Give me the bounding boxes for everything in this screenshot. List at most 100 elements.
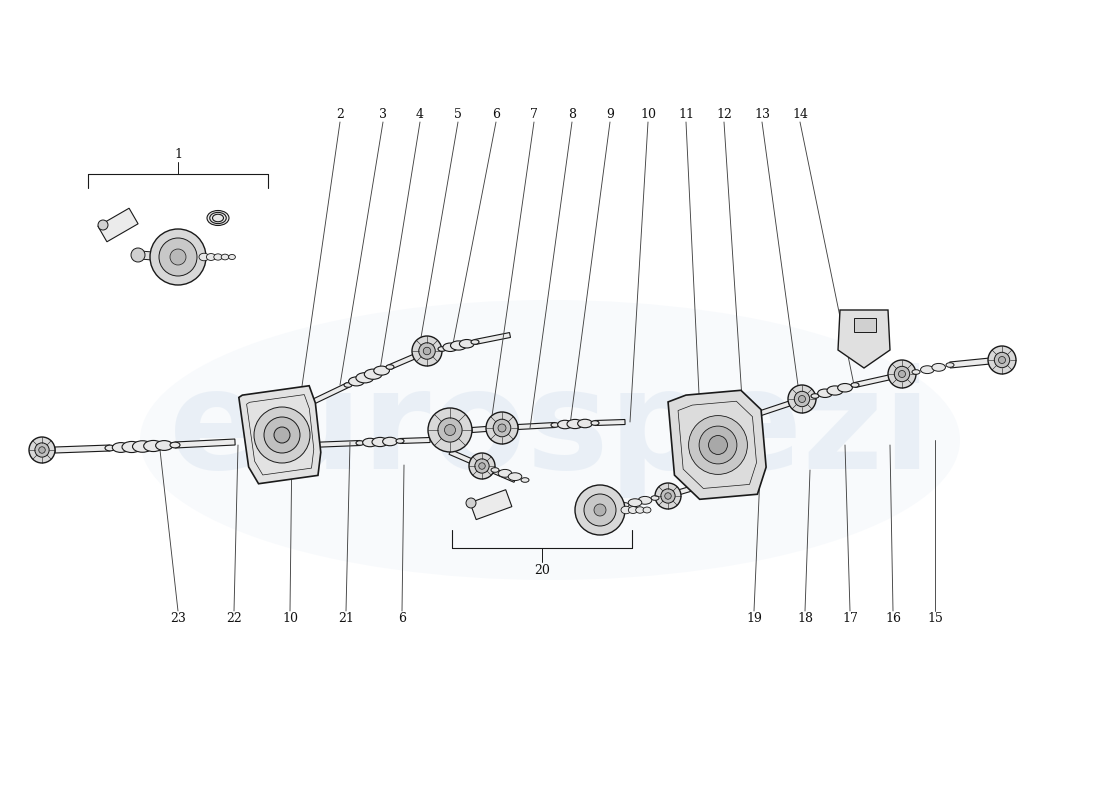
Bar xyxy=(98,208,139,242)
Ellipse shape xyxy=(551,422,559,427)
Text: 22: 22 xyxy=(227,611,242,625)
Ellipse shape xyxy=(837,383,852,392)
Ellipse shape xyxy=(491,468,499,472)
Circle shape xyxy=(264,417,300,453)
Ellipse shape xyxy=(199,254,209,261)
Ellipse shape xyxy=(443,343,458,351)
Ellipse shape xyxy=(851,382,859,387)
Ellipse shape xyxy=(104,445,116,451)
Circle shape xyxy=(29,437,55,463)
Circle shape xyxy=(999,357,1005,363)
Circle shape xyxy=(575,485,625,535)
Polygon shape xyxy=(239,386,321,484)
Polygon shape xyxy=(400,438,430,443)
Ellipse shape xyxy=(628,498,641,506)
Ellipse shape xyxy=(363,438,377,446)
Ellipse shape xyxy=(566,419,583,429)
Polygon shape xyxy=(449,450,481,467)
Ellipse shape xyxy=(827,386,843,395)
Circle shape xyxy=(274,427,290,443)
Ellipse shape xyxy=(207,210,229,226)
Circle shape xyxy=(131,248,145,262)
Circle shape xyxy=(794,391,810,406)
Ellipse shape xyxy=(451,341,466,350)
Text: eurospezi: eurospezi xyxy=(169,362,931,498)
Polygon shape xyxy=(755,398,801,418)
Circle shape xyxy=(493,419,510,437)
Polygon shape xyxy=(669,478,720,498)
Circle shape xyxy=(98,220,108,230)
Polygon shape xyxy=(595,419,625,426)
Ellipse shape xyxy=(344,382,352,387)
Text: 23: 23 xyxy=(170,611,186,625)
Polygon shape xyxy=(389,350,426,370)
Ellipse shape xyxy=(364,369,382,379)
Ellipse shape xyxy=(508,473,521,481)
Circle shape xyxy=(466,498,476,508)
Circle shape xyxy=(988,346,1016,374)
Ellipse shape xyxy=(558,420,572,429)
Polygon shape xyxy=(838,310,890,368)
Ellipse shape xyxy=(207,254,216,261)
Polygon shape xyxy=(855,373,901,387)
Polygon shape xyxy=(175,439,235,448)
Circle shape xyxy=(994,352,1010,368)
Ellipse shape xyxy=(932,363,946,371)
Ellipse shape xyxy=(383,438,397,446)
Ellipse shape xyxy=(644,507,651,513)
Bar xyxy=(470,490,512,520)
Text: 9: 9 xyxy=(606,109,614,122)
Text: 16: 16 xyxy=(886,611,901,625)
Circle shape xyxy=(444,425,455,435)
Text: 18: 18 xyxy=(798,611,813,625)
Circle shape xyxy=(254,407,310,463)
Circle shape xyxy=(888,360,916,388)
Circle shape xyxy=(478,462,485,470)
Bar xyxy=(854,318,876,332)
Ellipse shape xyxy=(155,441,173,450)
Text: 5: 5 xyxy=(454,109,462,122)
Polygon shape xyxy=(474,333,510,345)
Ellipse shape xyxy=(229,254,235,259)
Ellipse shape xyxy=(628,506,638,514)
Circle shape xyxy=(664,493,671,499)
Ellipse shape xyxy=(140,300,960,580)
Polygon shape xyxy=(55,445,110,453)
Circle shape xyxy=(584,494,616,526)
Circle shape xyxy=(799,395,805,402)
Ellipse shape xyxy=(396,438,404,443)
Polygon shape xyxy=(478,462,516,482)
Ellipse shape xyxy=(386,365,394,370)
Circle shape xyxy=(708,435,727,454)
Text: 14: 14 xyxy=(792,109,808,122)
Polygon shape xyxy=(299,382,349,410)
Ellipse shape xyxy=(356,373,374,383)
Circle shape xyxy=(39,446,45,454)
Ellipse shape xyxy=(132,441,153,452)
Text: 1: 1 xyxy=(174,147,182,161)
Polygon shape xyxy=(310,441,360,447)
Ellipse shape xyxy=(921,366,934,374)
Ellipse shape xyxy=(591,421,600,426)
Ellipse shape xyxy=(122,442,141,453)
Circle shape xyxy=(788,385,816,413)
Circle shape xyxy=(35,443,50,457)
Ellipse shape xyxy=(221,254,229,260)
Ellipse shape xyxy=(817,389,833,398)
Circle shape xyxy=(438,418,462,442)
Circle shape xyxy=(700,426,737,464)
Ellipse shape xyxy=(112,442,130,453)
Circle shape xyxy=(469,453,495,479)
Circle shape xyxy=(654,483,681,509)
Text: 10: 10 xyxy=(640,109,656,122)
Ellipse shape xyxy=(438,346,446,351)
Text: 2: 2 xyxy=(337,109,344,122)
Circle shape xyxy=(170,249,186,265)
Ellipse shape xyxy=(144,441,163,451)
Ellipse shape xyxy=(349,377,364,386)
Ellipse shape xyxy=(651,496,659,500)
Polygon shape xyxy=(668,390,766,499)
Ellipse shape xyxy=(372,438,388,446)
Ellipse shape xyxy=(498,470,512,478)
Text: 21: 21 xyxy=(338,611,354,625)
